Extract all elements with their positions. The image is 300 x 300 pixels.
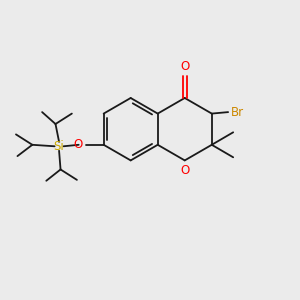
Text: O: O	[180, 60, 189, 73]
Text: Br: Br	[231, 106, 244, 118]
Text: O: O	[180, 164, 189, 177]
Text: O: O	[73, 138, 82, 151]
Text: Si: Si	[54, 140, 64, 153]
